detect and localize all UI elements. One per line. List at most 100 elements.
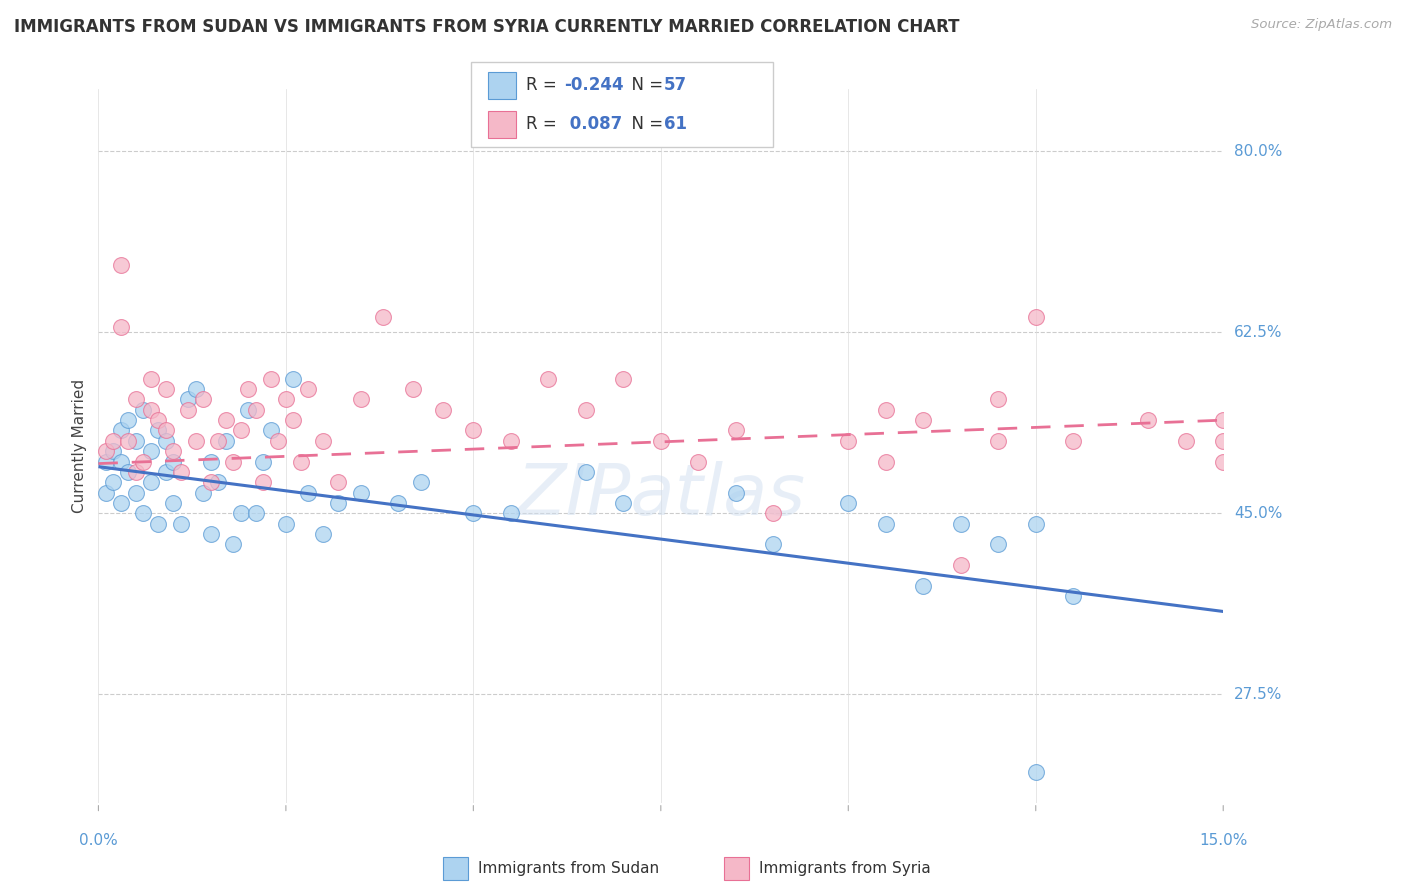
Text: Immigrants from Syria: Immigrants from Syria (759, 862, 931, 876)
Point (200, 475, 222, 490)
Point (162, 496, 184, 510)
Point (949, 516, 972, 531)
Text: ZIPatlas: ZIPatlas (516, 461, 806, 531)
Point (1174, 434, 1197, 448)
Point (350, 392, 373, 407)
Point (170, 465, 193, 479)
Point (252, 454, 274, 468)
Point (222, 537, 245, 551)
Point (162, 444, 184, 458)
Point (1062, 589, 1084, 603)
Point (110, 454, 132, 468)
Point (949, 558, 972, 572)
Point (177, 392, 200, 407)
Point (409, 475, 432, 490)
Point (125, 392, 148, 407)
Point (238, 402, 260, 417)
Point (260, 372, 283, 386)
Point (260, 424, 283, 438)
Text: Source: ZipAtlas.com: Source: ZipAtlas.com (1251, 18, 1392, 31)
Point (987, 434, 1010, 448)
Point (875, 516, 897, 531)
Point (155, 382, 177, 396)
Text: 0.0%: 0.0% (79, 833, 118, 848)
Text: Immigrants from Sudan: Immigrants from Sudan (478, 862, 659, 876)
Point (103, 475, 125, 490)
Point (724, 485, 747, 500)
Text: 15.0%: 15.0% (1199, 833, 1247, 848)
Point (688, 454, 710, 468)
Point (875, 454, 897, 468)
Text: 57: 57 (664, 77, 686, 95)
Point (155, 434, 177, 448)
Text: N =: N = (621, 77, 669, 95)
Point (297, 485, 319, 500)
Point (132, 402, 155, 417)
Point (463, 424, 485, 438)
Point (125, 434, 148, 448)
Point (463, 506, 485, 520)
Point (245, 402, 267, 417)
Point (238, 382, 260, 396)
Text: 80.0%: 80.0% (1234, 144, 1282, 159)
Point (132, 506, 155, 520)
Point (94, 444, 117, 458)
Text: 61: 61 (664, 115, 686, 133)
Point (148, 516, 170, 531)
Point (155, 424, 177, 438)
Y-axis label: Currently Married: Currently Married (72, 379, 87, 513)
Point (612, 496, 634, 510)
Point (222, 454, 245, 468)
Point (387, 496, 409, 510)
Text: R =: R = (526, 77, 562, 95)
Point (650, 434, 672, 448)
Point (193, 392, 215, 407)
Text: 62.5%: 62.5% (1234, 325, 1282, 340)
Point (103, 444, 125, 458)
Point (184, 434, 207, 448)
Point (252, 475, 274, 490)
Point (912, 413, 935, 427)
Point (350, 485, 373, 500)
Point (94, 485, 117, 500)
Point (1025, 310, 1047, 324)
Point (987, 392, 1010, 407)
Point (139, 402, 162, 417)
Point (170, 516, 193, 531)
Point (125, 485, 148, 500)
Point (290, 454, 312, 468)
Text: N =: N = (621, 115, 669, 133)
Point (200, 454, 222, 468)
Point (575, 402, 598, 417)
Point (987, 537, 1010, 551)
Point (875, 402, 897, 417)
Point (283, 413, 305, 427)
Point (229, 506, 252, 520)
Point (148, 413, 170, 427)
Point (245, 506, 267, 520)
Point (724, 424, 747, 438)
Point (762, 506, 785, 520)
Point (132, 454, 155, 468)
Point (837, 434, 859, 448)
Point (110, 496, 132, 510)
Point (575, 465, 598, 479)
Point (193, 485, 215, 500)
Point (837, 496, 859, 510)
Point (117, 465, 139, 479)
Point (612, 372, 634, 386)
Point (110, 320, 132, 334)
Point (177, 402, 200, 417)
Point (1212, 454, 1234, 468)
Point (328, 496, 350, 510)
Point (207, 475, 229, 490)
Point (312, 527, 335, 541)
Point (1025, 764, 1047, 779)
Text: -0.244: -0.244 (564, 77, 623, 95)
Point (1025, 516, 1047, 531)
Point (139, 372, 162, 386)
Point (207, 434, 229, 448)
Text: 0.087: 0.087 (564, 115, 621, 133)
Point (1212, 413, 1234, 427)
Point (117, 434, 139, 448)
